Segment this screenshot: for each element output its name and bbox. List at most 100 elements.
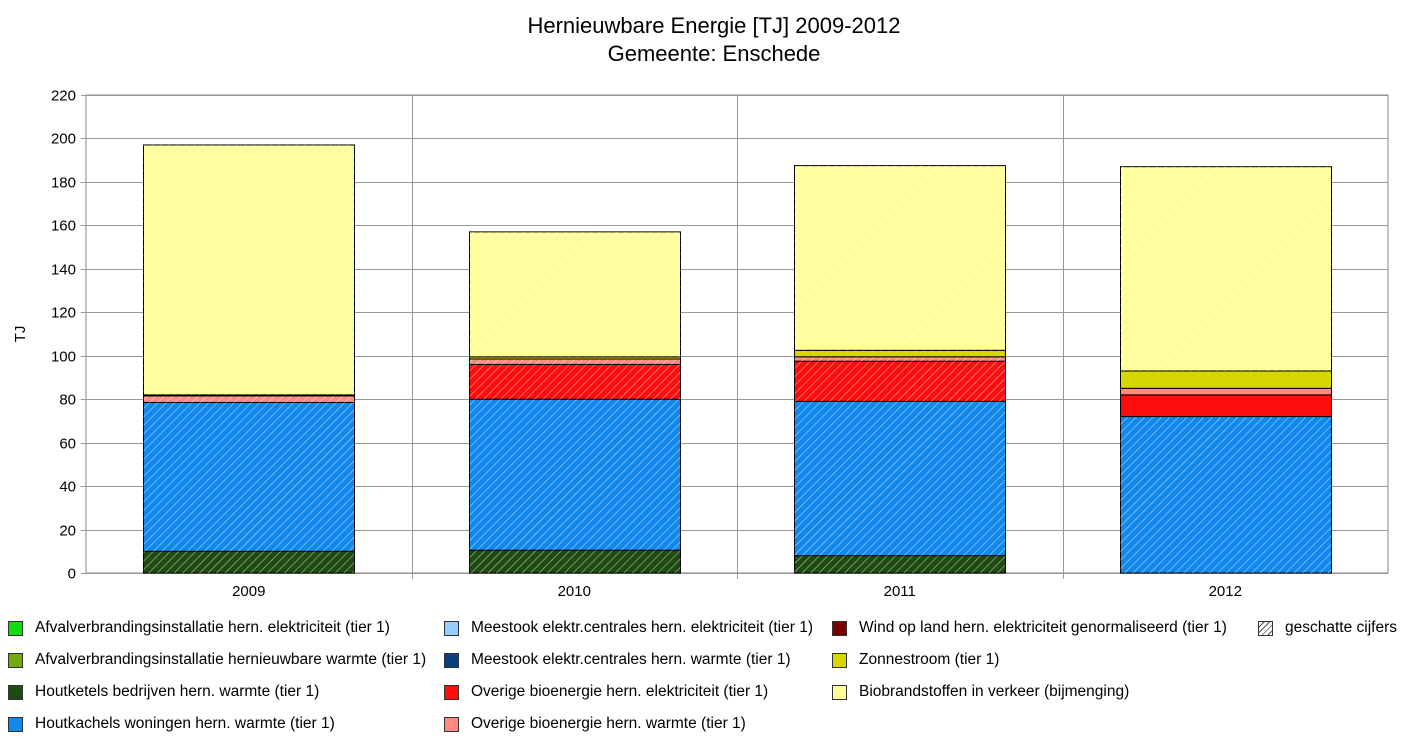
legend-item: Biobrandstoffen in verkeer (bijmenging) [832, 681, 1129, 703]
legend-swatch [444, 620, 459, 636]
legend-swatch [8, 716, 23, 732]
legend-swatch [444, 684, 459, 700]
legend-label: Wind op land hern. elektriciteit genorma… [859, 619, 1227, 636]
legend-label: Afvalverbrandingsinstallatie hernieuwbar… [35, 651, 427, 668]
y-tick-label: 200 [51, 131, 76, 148]
y-tick-label: 80 [59, 392, 76, 409]
x-tick-label: 2009 [232, 583, 265, 600]
chart-subtitle: Gemeente: Enschede [607, 41, 821, 66]
chart-title-block: Hernieuwbare Energie [TJ] 2009-2012 Geme… [0, 12, 1428, 68]
chart-title: Hernieuwbare Energie [TJ] 2009-2012 [527, 13, 901, 38]
legend-swatch [444, 652, 459, 668]
bar-segment [1120, 394, 1332, 418]
bar-segment [794, 356, 1006, 362]
bar-hatch [794, 555, 1006, 573]
legend-swatch [8, 620, 23, 636]
bar-hatch [469, 231, 681, 357]
bar-segment [469, 398, 681, 551]
x-tick-label: 2012 [1209, 583, 1242, 600]
bar-segment [143, 550, 355, 574]
bar-segment [794, 349, 1006, 358]
bar-hatch [143, 402, 355, 552]
bar-hatch [1120, 416, 1332, 573]
legend-label: Meestook elektr.centrales hern. warmte (… [471, 651, 791, 668]
bar-hatch [794, 356, 1006, 362]
legend-swatch [832, 652, 847, 668]
bar-segment [1120, 416, 1332, 574]
bar-fill [1120, 394, 1332, 418]
bar-segment [143, 395, 355, 403]
y-axis-label: TJ [12, 326, 29, 343]
axes: 0 20 40 60 80 100 120 140 160 180 200 220 TJ 2009 2010… [12, 88, 1242, 601]
bar-segment [794, 555, 1006, 574]
y-tick-label: 220 [51, 88, 76, 105]
bar-hatch [143, 395, 355, 403]
legend-label: Houtkachels woningen hern. warmte (tier … [35, 715, 335, 732]
y-tick-label: 140 [51, 262, 76, 279]
legend-item: Houtkachels woningen hern. warmte (tier … [8, 713, 335, 735]
bar-segment [794, 400, 1006, 557]
legend-swatch [8, 684, 23, 700]
legend-swatch [832, 684, 847, 700]
legend-label: Afvalverbrandingsinstallatie hern. elekt… [35, 619, 390, 636]
legend-label: Meestook elektr.centrales hern. elektric… [471, 619, 813, 636]
bar-segment [469, 363, 681, 400]
chart-plot: 0 20 40 60 80 100 120 140 160 180 200 220 TJ 2009 2010… [12, 88, 1389, 601]
legend-item: Meestook elektr.centrales hern. elektric… [444, 617, 813, 639]
y-tick-label: 160 [51, 218, 76, 235]
legend-item: Houtketels bedrijven hern. warmte (tier … [8, 681, 319, 703]
bar-fill [1120, 387, 1332, 396]
chart: Hernieuwbare Energie [TJ] 2009-2012 Geme… [0, 12, 1428, 600]
bar-hatch [143, 551, 355, 573]
bar-hatch [469, 358, 681, 365]
y-tick-label: 0 [68, 566, 76, 583]
bar-segment [469, 549, 681, 574]
bar-segment [794, 165, 1006, 351]
legend: Afvalverbrandingsinstallatie hern. elekt… [0, 617, 1428, 745]
legend-label: geschatte cijfers [1285, 619, 1397, 636]
legend-label: Overige bioenergie hern. elektriciteit (… [471, 683, 769, 700]
bar-hatch [794, 401, 1006, 556]
bar-segment [794, 360, 1006, 402]
y-tick-label: 60 [59, 436, 76, 453]
legend-item: Afvalverbrandingsinstallatie hernieuwbar… [8, 649, 426, 671]
bar-hatch [143, 144, 355, 395]
bar-hatch [469, 364, 681, 400]
bar-segment [1120, 387, 1332, 396]
bar-hatch [469, 399, 681, 551]
legend-item: Overige bioenergie hern. elektriciteit (… [444, 681, 768, 703]
legend-label: Zonnestroom (tier 1) [859, 651, 1000, 668]
y-tick-label: 180 [51, 175, 76, 192]
x-tick-label: 2011 [884, 583, 916, 600]
y-tick-label: 100 [51, 349, 76, 366]
x-tick-label: 2010 [558, 583, 591, 600]
bar-segment [143, 144, 355, 396]
legend-item: Meestook elektr.centrales hern. warmte (… [444, 649, 791, 671]
legend-item: Afvalverbrandingsinstallatie hern. elekt… [8, 617, 390, 639]
legend-swatch [444, 716, 459, 732]
bar-segment [469, 358, 681, 365]
bar-hatch [794, 165, 1006, 351]
bar-hatch [794, 361, 1006, 402]
y-tick-label: 40 [59, 479, 76, 496]
bars [143, 144, 1332, 574]
y-tick-label: 120 [51, 305, 76, 322]
bar-segment [143, 401, 355, 552]
legend-label: Overige bioenergie hern. warmte (tier 1) [471, 715, 746, 732]
bar-segment [1120, 166, 1332, 372]
bar-hatch [1120, 166, 1332, 371]
legend-item: Wind op land hern. elektriciteit genorma… [832, 617, 1227, 639]
legend-item: geschatte cijfers [1258, 617, 1397, 639]
bar-fill [794, 349, 1006, 358]
legend-label: Houtketels bedrijven hern. warmte (tier … [35, 683, 320, 700]
bar-segment [1120, 370, 1332, 389]
bar-hatch [469, 550, 681, 573]
bar-fill [1120, 370, 1332, 389]
bar-segment [469, 231, 681, 358]
legend-label: Biobrandstoffen in verkeer (bijmenging) [859, 683, 1130, 700]
legend-item: Overige bioenergie hern. warmte (tier 1) [444, 713, 746, 735]
legend-swatch [8, 652, 23, 668]
y-tick-label: 20 [59, 523, 76, 540]
legend-swatch [1258, 620, 1273, 636]
legend-swatch [832, 620, 847, 636]
